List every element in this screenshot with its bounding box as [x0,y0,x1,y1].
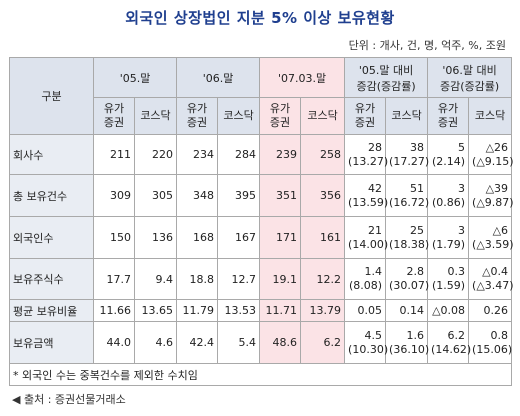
subheader-kosdaq: 코스닥 [468,97,513,135]
cell: 17.7 [93,258,135,300]
table-row: 외국인수 150 136 168 167 171 161 21 (14.00) 2… [9,216,514,259]
subheader-securities: 유가 증권 [427,97,470,135]
subheader-securities: 유가 증권 [93,97,135,135]
subheader-kosdaq: 코스닥 [133,97,178,135]
note-row: * 외국인 수는 중복건수를 제외한 수치임 [8,363,513,386]
cell: 13.53 [217,299,261,322]
cell: 11.71 [259,299,302,322]
change-cell: △26 (△9.15) [468,134,514,175]
row-label: 외국인수 [9,216,94,259]
cell: 12.2 [300,258,346,300]
cell: 13.65 [133,299,178,322]
subheader-kosdaq: 코스닥 [300,97,346,135]
table-row: 회사수 211 220 234 284 239 258 28 (13.27) 38… [9,134,514,175]
cell: 220 [133,134,178,175]
cell: 168 [176,216,219,259]
change-cell: 6.2 (14.62) [427,321,471,364]
cell: 9.4 [133,258,178,300]
cell: 239 [259,134,302,175]
change-cell: △39 (△9.87) [468,174,514,217]
cell: 305 [133,174,178,217]
change-cell: 51 (16.72) [385,174,429,217]
change-cell: 4.5 (10.30) [344,321,388,364]
footnote: * 외국인 수는 중복건수를 제외한 수치임 [8,363,513,386]
source-note: ◀ 출처 : 증권선물거래소 [12,393,126,406]
row-label: 보유주식수 [9,258,94,300]
cell: 19.1 [259,258,302,300]
subheader-kosdaq: 코스닥 [217,97,261,135]
subheader-kosdaq: 코스닥 [385,97,429,135]
subheader-securities: 유가 증권 [344,97,387,135]
cell: 284 [217,134,261,175]
row-label: 총 보유건수 [9,174,94,217]
cell: 348 [176,174,219,217]
change-cell: 2.8 (30.07) [385,258,429,300]
change-cell: 5 (2.14) [427,134,470,175]
cell: 234 [176,134,219,175]
change-cell: 38 (17.27) [385,134,429,175]
cell: 13.79 [300,299,346,322]
change-cell: 0.05 [344,299,387,322]
change-cell: 0.26 [468,299,513,322]
cell: 6.2 [300,321,346,364]
row-label: 보유금액 [9,321,94,364]
table-row: 총 보유건수 309 305 348 395 351 356 42 (13.59)… [9,174,514,217]
change-cell: 1.6 (36.10) [385,321,429,364]
table-row: 평균 보유비율 11.66 13.65 11.79 13.53 11.71 13… [9,299,513,322]
cell: 161 [300,216,346,259]
foreign-holdings-table: 구분 '05.말 '06.말 '07.03.말 '05.말 대비 증감(증감률) … [8,57,514,386]
change-cell: 1.4 (8.08) [344,258,387,300]
group-header-2006: '06.말 [176,57,261,98]
cell: 136 [133,216,178,259]
change-cell: 0.3 (1.59) [427,258,470,300]
cell: 4.6 [133,321,178,364]
group-header-2005: '05.말 [92,57,178,98]
change-cell: 42 (13.59) [344,174,388,217]
change-cell: △6 (△3.59) [468,216,514,259]
cell: 309 [93,174,135,217]
change-cell: 0.8 (15.06) [468,321,512,364]
cell: 150 [93,216,135,259]
cell: 48.6 [259,321,302,364]
category-header: 구분 [9,57,94,135]
row-label: 회사수 [9,134,94,175]
cell: 211 [93,134,135,175]
page-title: 외국인 상장법인 지분 5% 이상 보유현황 [125,9,395,27]
change-cell: 21 (14.00) [344,216,388,259]
header-row-1: 구분 '05.말 '06.말 '07.03.말 '05.말 대비 증감(증감률) … [9,57,513,135]
change-cell: 25 (18.38) [385,216,429,259]
cell: 171 [259,216,302,259]
group-header-2007-03: '07.03.말 [259,57,346,98]
cell: 11.79 [176,299,219,322]
cell: 351 [259,174,302,217]
change-cell: △0.08 [427,299,470,322]
unit-label: 단위 : 개사, 건, 명, 억주, %, 조원 [348,39,506,52]
change-cell: 0.14 [385,299,429,322]
group-header-vs-2005: '05.말 대비 증감(증감률) [344,57,429,98]
cell: 12.7 [217,258,261,300]
table-row: 보유주식수 17.7 9.4 18.8 12.7 19.1 12.2 1.4 (8… [9,258,514,300]
table-row: 보유금액 44.0 4.6 42.4 5.4 48.6 6.2 4.5 (10.3… [9,321,512,364]
cell: 167 [217,216,261,259]
header-row-2: 유가 증권 코스닥 유가 증권 코스닥 유가 증권 코스닥 유가 증권 코스닥 유가 증권… [10,97,513,135]
cell: 42.4 [176,321,219,364]
change-cell: 28 (13.27) [344,134,388,175]
cell: 258 [300,134,346,175]
subheader-securities: 유가 증권 [176,97,219,135]
cell: 18.8 [176,258,219,300]
row-label: 평균 보유비율 [9,299,94,322]
change-cell: 3 (1.79) [427,216,470,259]
cell: 11.66 [93,299,135,322]
cell: 5.4 [217,321,261,364]
change-cell: △0.4 (△3.47) [468,258,514,300]
change-cell: 3 (0.86) [427,174,470,217]
cell: 356 [300,174,346,217]
cell: 44.0 [93,321,135,364]
cell: 395 [217,174,261,217]
group-header-vs-2006: '06.말 대비 증감(증감률) [427,57,513,98]
subheader-securities: 유가 증권 [259,97,302,135]
